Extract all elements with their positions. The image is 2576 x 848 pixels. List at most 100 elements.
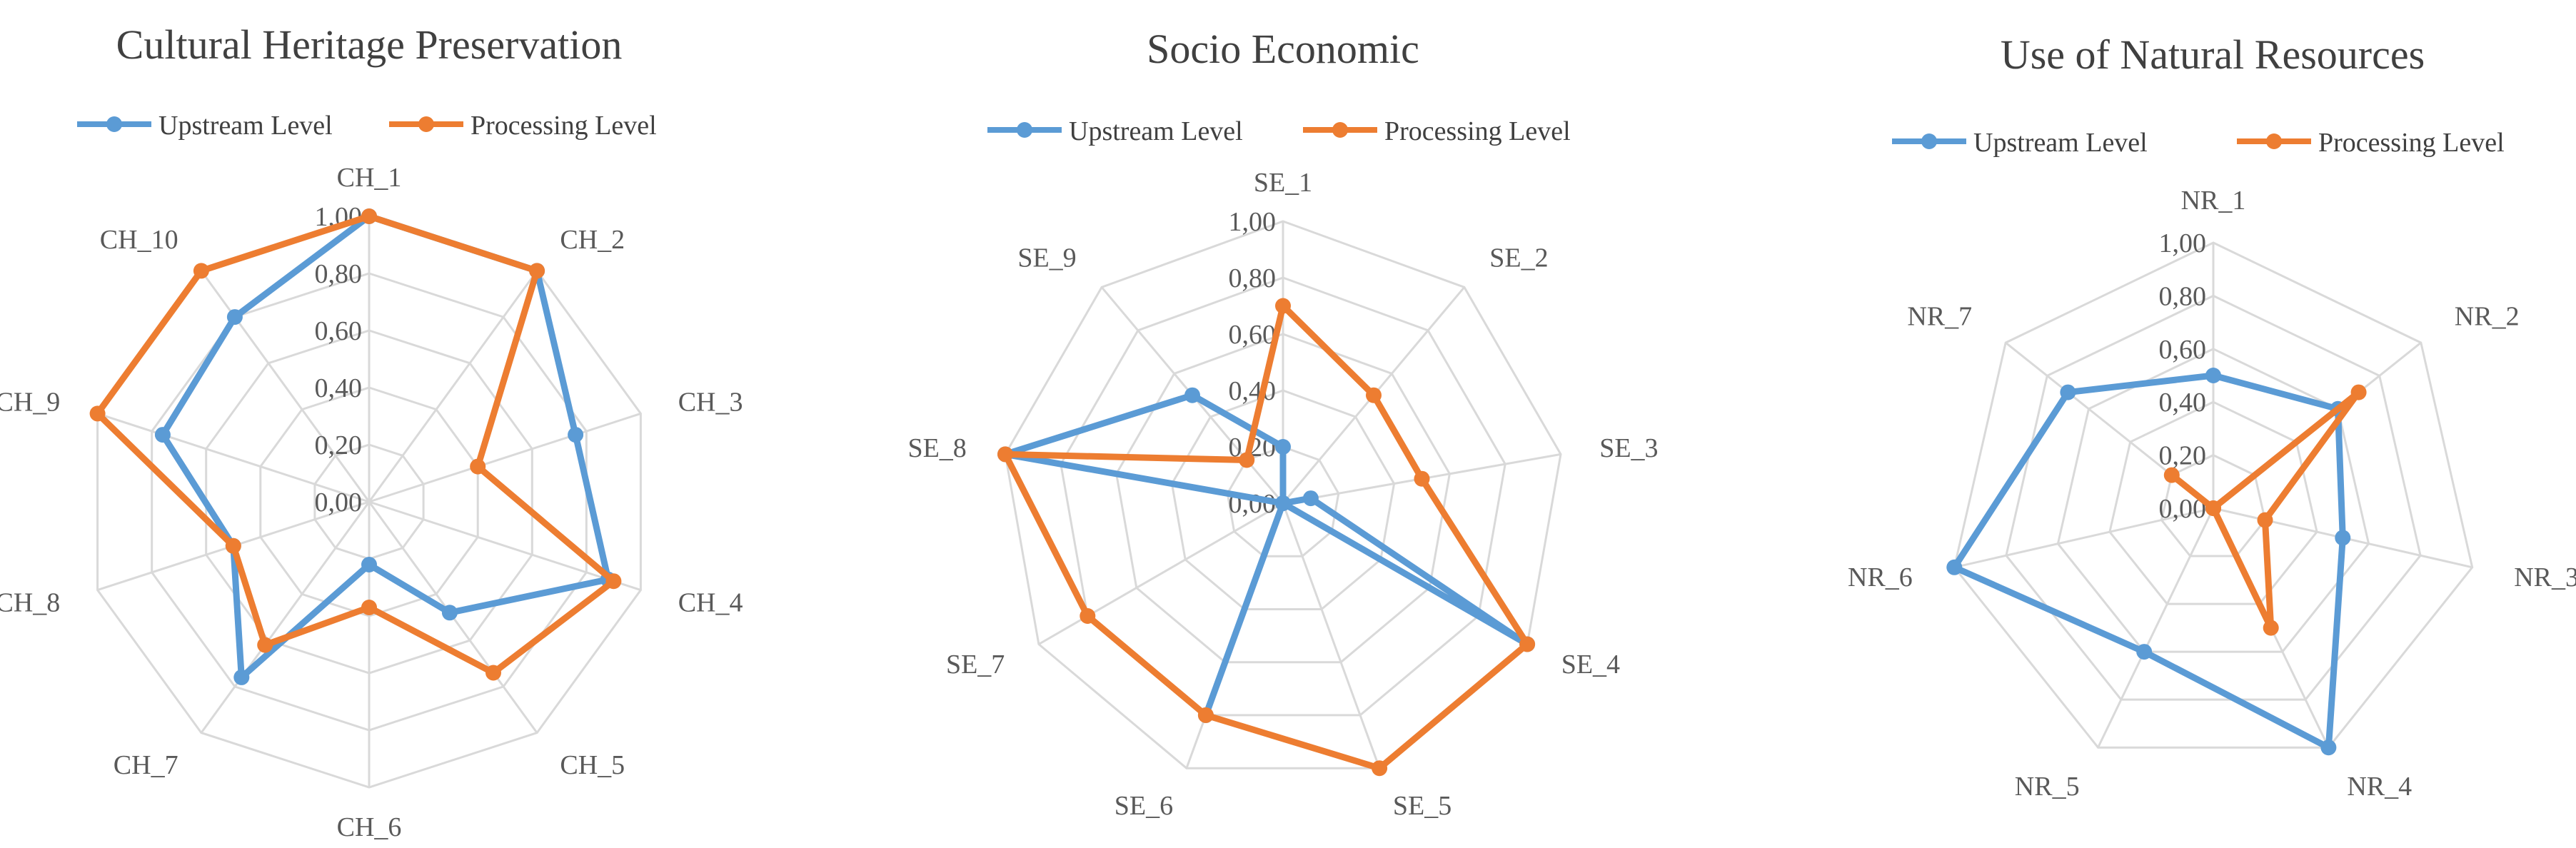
legend-marker-upstream — [1017, 122, 1032, 138]
category-label-CH_1: CH_1 — [337, 163, 402, 193]
data-point-CH_7 — [233, 669, 250, 685]
data-point-CH_8 — [225, 537, 241, 554]
legend: Upstream Level Processing Level — [1892, 128, 2505, 158]
tick-label: 0,60 — [1229, 320, 1277, 350]
legend-marker-processing — [2266, 133, 2282, 149]
data-point-CH_3 — [568, 427, 584, 443]
data-point-NR_6 — [1946, 559, 1963, 575]
category-label-NR_2: NR_2 — [2455, 302, 2520, 332]
series-line — [1002, 392, 1531, 719]
category-label-NR_5: NR_5 — [2015, 772, 2080, 802]
data-point-NR_4 — [2320, 740, 2337, 756]
grid-ring-2 — [1170, 389, 1396, 610]
category-label-CH_6: CH_6 — [337, 812, 402, 842]
data-point-SE_1 — [1275, 298, 1291, 314]
legend-marker-processing — [1332, 122, 1348, 138]
legend: Upstream Level Processing Level — [987, 116, 1571, 146]
data-point-SE_3 — [1414, 470, 1430, 487]
data-point-CH_10 — [226, 309, 243, 325]
data-point-CH_4 — [605, 573, 622, 590]
chart-title: Cultural Heritage Preservation — [116, 21, 623, 68]
grid-ring-4 — [1060, 276, 1506, 717]
category-label-NR_6: NR_6 — [1848, 562, 1913, 592]
tick-label: 1,00 — [2159, 228, 2207, 258]
legend-marker-processing — [418, 116, 434, 132]
spoke-NR_6 — [1953, 507, 2214, 569]
data-point-CH_1 — [361, 208, 377, 224]
data-point-CH_2 — [529, 263, 545, 279]
grid-ring-3 — [2056, 348, 2370, 653]
series-upstream — [1946, 368, 2351, 756]
category-label-CH_8: CH_8 — [0, 588, 60, 618]
chart-title: Use of Natural Resources — [2001, 31, 2425, 78]
data-point-SE_9 — [1184, 387, 1200, 403]
data-point-NR_4 — [2263, 620, 2279, 636]
tick-label: 0,20 — [315, 430, 363, 460]
data-point-SE_9 — [1239, 452, 1255, 468]
data-point-SE_7 — [1080, 608, 1096, 624]
data-point-NR_7 — [2163, 467, 2180, 483]
series-line — [1002, 303, 1531, 772]
series-processing — [2163, 384, 2367, 636]
category-label-CH_9: CH_9 — [0, 387, 60, 417]
data-point-CH_10 — [193, 263, 209, 279]
data-point-CH_9 — [154, 427, 171, 443]
category-label-SE_8: SE_8 — [907, 433, 966, 463]
data-point-SE_5 — [1372, 760, 1388, 777]
category-label-CH_4: CH_4 — [678, 588, 743, 618]
series-upstream — [997, 387, 1536, 723]
data-point-CH_6 — [361, 557, 377, 572]
category-label-SE_5: SE_5 — [1393, 791, 1451, 821]
tick-label: 0,80 — [315, 259, 363, 289]
grid-ring-2 — [2108, 400, 2318, 605]
spoke-SE_7 — [1038, 502, 1284, 645]
data-point-SE_7 — [1275, 495, 1291, 511]
category-label-SE_3: SE_3 — [1599, 433, 1658, 463]
tick-label: 0,80 — [1229, 263, 1277, 293]
legend-label-processing: Processing Level — [471, 111, 657, 141]
spoke-CH_4 — [368, 500, 641, 592]
tick-label: 0,60 — [315, 316, 363, 346]
legend-marker-upstream — [106, 116, 122, 132]
spoke-CH_7 — [200, 501, 371, 734]
category-label-SE_2: SE_2 — [1489, 243, 1548, 273]
category-label-SE_9: SE_9 — [1017, 243, 1076, 273]
tick-label: 0,20 — [2159, 441, 2207, 471]
radar-chart-cultural-heritage: Cultural Heritage Preservation Upstream … — [0, 21, 743, 842]
data-point-NR_7 — [2060, 384, 2076, 400]
grid-ring-3 — [1115, 333, 1451, 664]
legend-label-upstream: Upstream Level — [159, 111, 333, 141]
series-line — [1951, 372, 2346, 751]
spoke-CH_9 — [97, 412, 370, 503]
legend-label-processing: Processing Level — [2318, 128, 2505, 158]
data-point-CH_5 — [485, 665, 501, 681]
data-point-SE_8 — [997, 446, 1013, 463]
series-processing — [89, 208, 622, 681]
data-point-NR_5 — [2136, 644, 2153, 660]
radar-chart-natural-resources: Use of Natural Resources Upstream Level … — [1848, 31, 2576, 802]
tick-label: 0,40 — [1229, 376, 1277, 406]
data-point-NR_1 — [2205, 368, 2221, 383]
data-point-CH_9 — [89, 405, 106, 422]
series-processing — [997, 298, 1536, 777]
category-label-NR_7: NR_7 — [1907, 302, 1972, 332]
spoke-SE_5 — [1282, 503, 1381, 769]
category-label-CH_10: CH_10 — [100, 225, 178, 255]
data-point-CH_3 — [470, 458, 486, 475]
chart-title: Socio Economic — [1147, 26, 1419, 72]
data-point-NR_3 — [2335, 530, 2351, 546]
spoke-CH_2 — [368, 270, 538, 503]
tick-label: 0,40 — [2159, 388, 2207, 418]
data-point-SE_6 — [1197, 707, 1214, 723]
data-point-NR_6 — [2205, 500, 2221, 516]
data-point-SE_1 — [1275, 439, 1291, 455]
data-point-CH_6 — [361, 600, 377, 615]
grid-ring-4 — [2005, 294, 2422, 701]
radar-plot: 0,000,200,400,600,801,00CH_1CH_2CH_3CH_4… — [0, 163, 743, 842]
category-label-NR_1: NR_1 — [2181, 186, 2246, 216]
data-point-NR_2 — [2350, 384, 2367, 400]
spoke-CH_10 — [200, 270, 371, 503]
tick-label: 1,00 — [1229, 207, 1277, 237]
grid-ring-1 — [1226, 445, 1340, 557]
